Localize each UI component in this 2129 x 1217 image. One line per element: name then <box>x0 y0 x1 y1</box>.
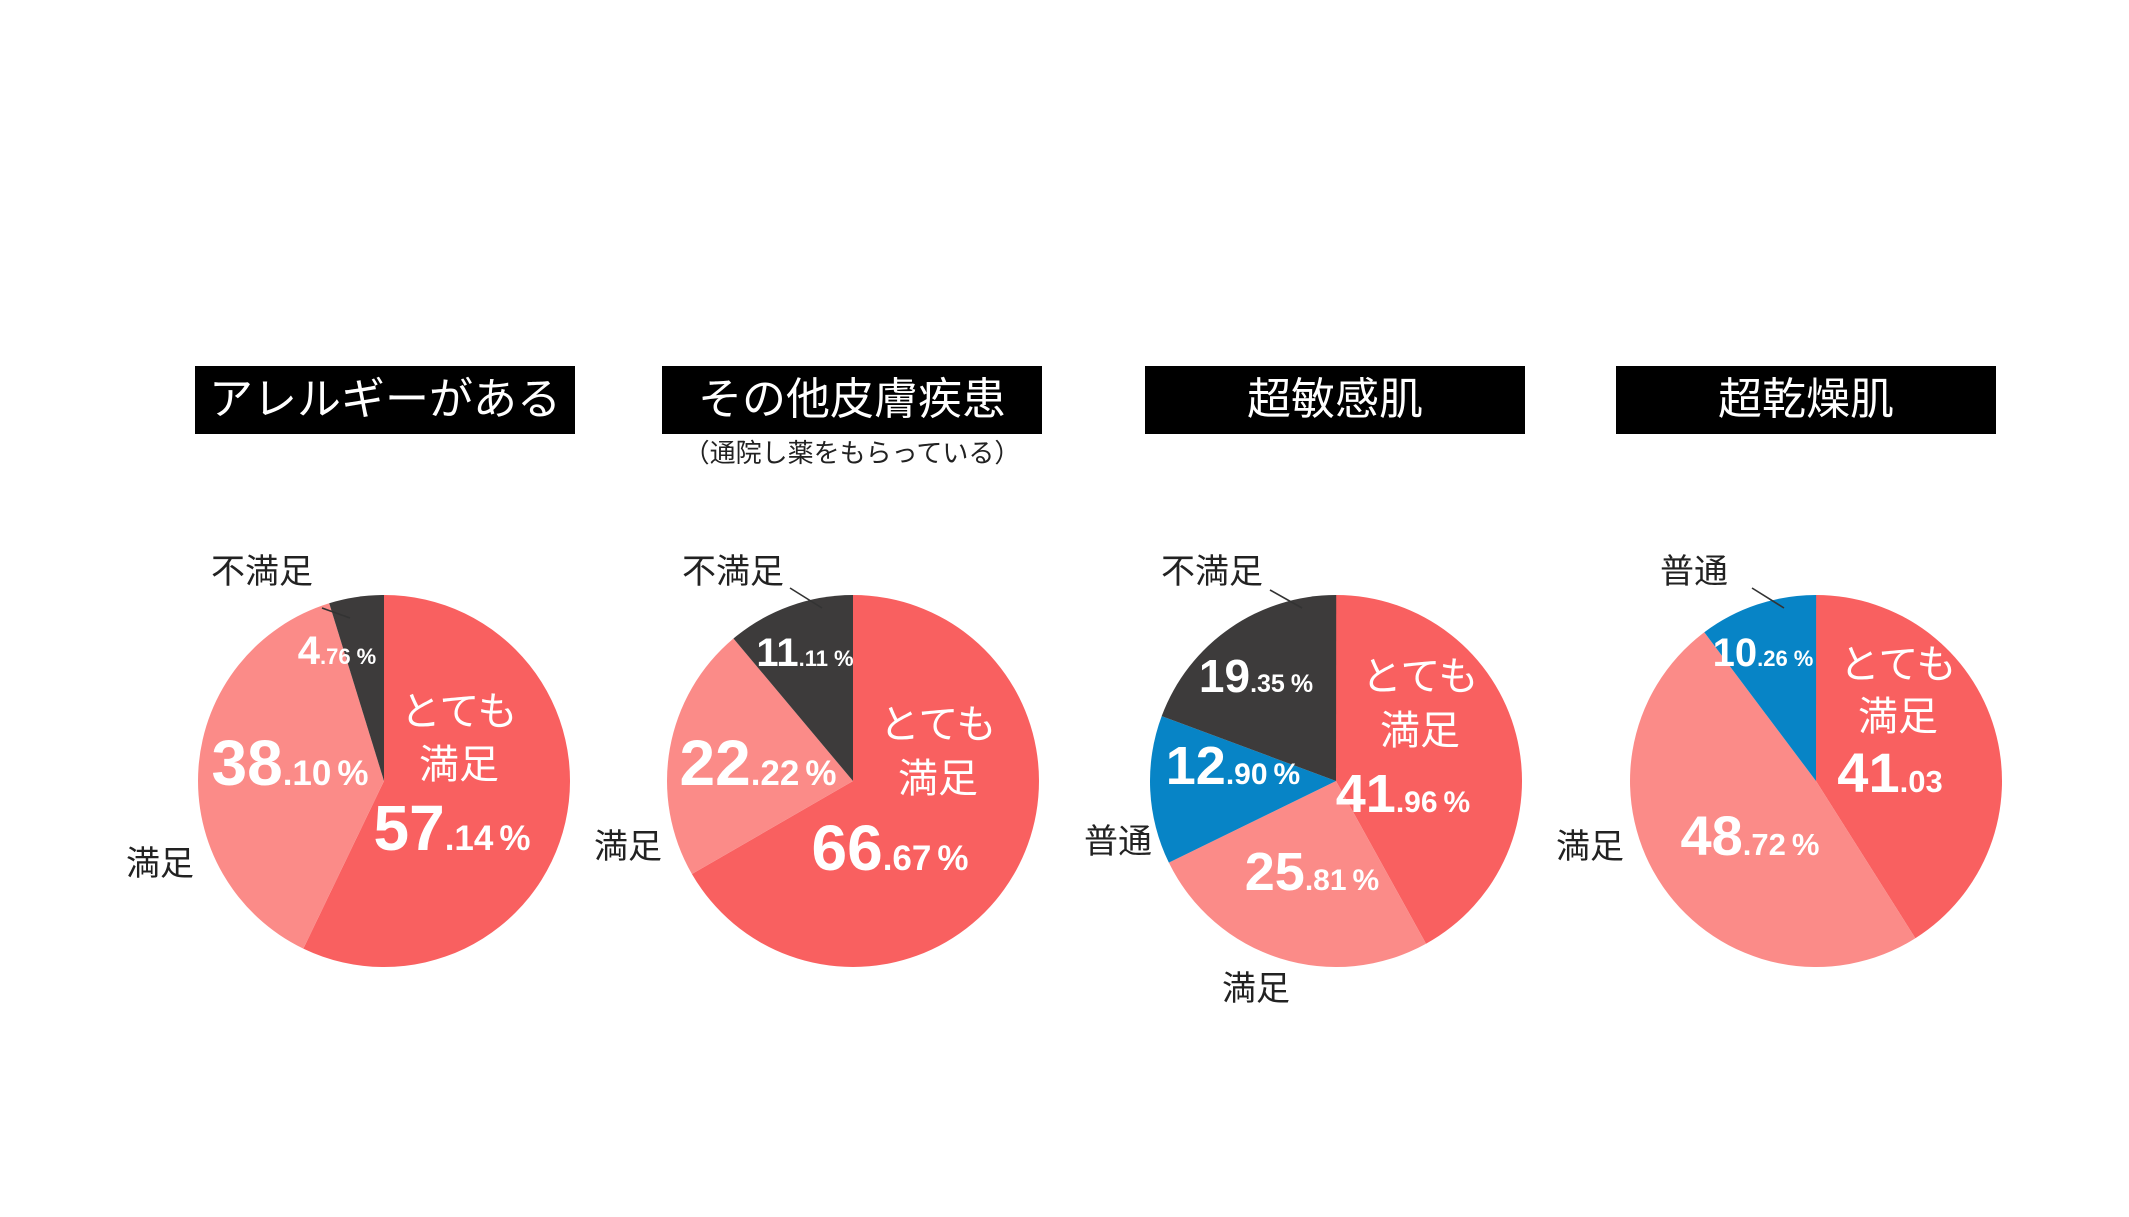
slice-value-label: 66.67% <box>812 812 969 884</box>
chart-title: その他皮膚疾患 <box>698 374 1006 425</box>
leader-line <box>321 607 351 619</box>
slice-category-label: 満足 <box>419 742 499 788</box>
chart-title-bar <box>195 366 575 434</box>
slice-value-label: 57.14% <box>374 792 531 864</box>
slice-category-label: 不満足 <box>1161 552 1263 592</box>
slice-category-label: とても <box>1840 642 1957 688</box>
slice-category-label: 不満足 <box>682 552 784 592</box>
slice-category-label: 普通 <box>1660 552 1728 592</box>
pie-slice <box>666 638 853 874</box>
leader-line <box>1751 587 1785 609</box>
pie-slice <box>1816 595 2002 939</box>
chart-subtitle: （通院し薬をもらっている） <box>684 439 1021 469</box>
slice-value-label: 41.96% <box>1336 764 1470 824</box>
slice-category-label: 満足 <box>594 827 662 867</box>
slice-category-label: 満足 <box>898 756 978 802</box>
slice-value-label: 10.26% <box>1713 631 1814 675</box>
pie-slice <box>1161 594 1337 781</box>
slice-value-label: 22.22% <box>680 727 837 799</box>
chart-title: アレルギーがある <box>209 374 561 425</box>
pie-slice <box>1149 716 1336 863</box>
chart-title: 超乾燥肌 <box>1718 374 1894 425</box>
pie-slice <box>329 595 384 781</box>
slice-value-label: 41.03 <box>1837 741 1942 804</box>
pie-slice <box>1630 632 1916 967</box>
pie-slice <box>691 595 1039 967</box>
leader-line <box>1269 589 1303 609</box>
slice-value-label: 48.72% <box>1681 804 1820 867</box>
slice-category-label: とても <box>401 689 518 735</box>
slice-value-label: 25.81% <box>1245 842 1379 902</box>
pie-slice <box>1704 594 1817 781</box>
slice-value-label: 19.35% <box>1199 650 1313 702</box>
chart-title-bar <box>1616 366 1996 434</box>
leader-line <box>789 587 823 609</box>
slice-category-label: 満足 <box>1222 969 1290 1009</box>
chart-title-bar <box>662 366 1042 434</box>
slice-category-label: 不満足 <box>211 552 313 592</box>
slice-category-label: とても <box>880 702 997 748</box>
pie-slice <box>1168 781 1427 968</box>
slice-category-label: 満足 <box>1858 694 1938 740</box>
slice-category-label: 普通 <box>1084 822 1152 862</box>
pie-slice <box>303 595 571 967</box>
slice-value-label: 4.76% <box>298 629 376 673</box>
chart-title-bar <box>1145 366 1525 434</box>
slice-category-label: 満足 <box>1380 708 1460 754</box>
slice-category-label: 満足 <box>1556 827 1624 867</box>
slice-category-label: 満足 <box>126 844 194 884</box>
slice-category-label: とても <box>1362 654 1479 700</box>
pie-slice <box>198 603 384 949</box>
slice-value-label: 12.90% <box>1166 736 1300 796</box>
slice-value-label: 38.10% <box>212 727 369 799</box>
pie-slice <box>733 595 853 781</box>
pie-slice <box>1336 595 1523 944</box>
chart-title: 超敏感肌 <box>1247 374 1423 425</box>
slice-value-label: 11.11% <box>756 631 853 675</box>
